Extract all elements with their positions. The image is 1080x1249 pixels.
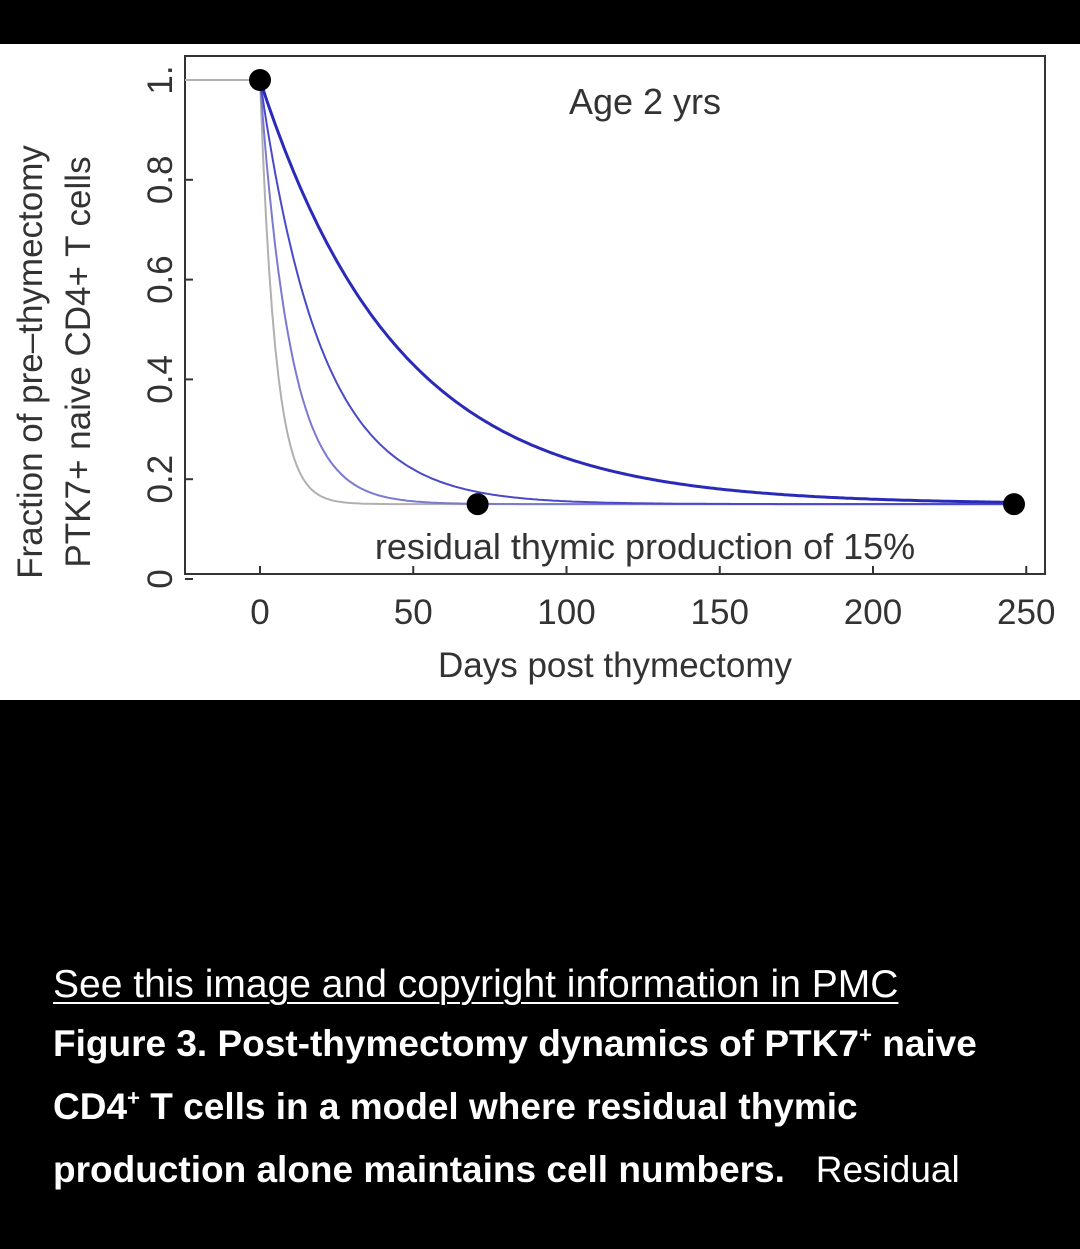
pmc-copyright-link[interactable]: See this image and copyright information…: [53, 963, 899, 1006]
data-point: [249, 69, 271, 91]
y-tick-label: 0.8: [141, 155, 180, 204]
y-tick-label: 0.4: [141, 355, 180, 404]
x-tick-label: 150: [691, 593, 749, 632]
decay-curve-4: [258, 79, 1015, 504]
x-tick-label: 200: [844, 593, 902, 632]
caption-title-part: T cells in a model where residual thymic…: [53, 1086, 858, 1190]
x-tick-label: 0: [250, 593, 269, 632]
y-tick-label: 0.6: [141, 255, 180, 304]
decay-curve-2: [259, 79, 1014, 506]
caption-superscript: +: [858, 1022, 872, 1048]
y-axis-title-line1: Fraction of pre–thymectomy: [11, 145, 50, 579]
y-tick-label: 0: [141, 569, 180, 588]
y-tick-label: 1.: [141, 65, 180, 94]
plot-frame: [184, 55, 1046, 575]
figure-panel: 0 50 100 150 200 250 0 0.2 0.4 0.6 0.8 1. Days post …: [0, 44, 1080, 700]
data-point: [466, 493, 489, 516]
decay-curve-3: [259, 79, 1014, 506]
annotation-text: residual thymic production of 15%: [375, 526, 915, 567]
y-axis-title-line2: PTK7+ naive CD4+ T cells: [59, 156, 98, 567]
caption-superscript: +: [127, 1085, 140, 1111]
caption-normal-text: Residual: [815, 1149, 960, 1190]
x-tick-label: 100: [537, 593, 595, 632]
y-tick-label: 0.2: [141, 455, 180, 504]
figure-caption: See this image and copyright information…: [53, 958, 1043, 1201]
x-axis-title: Days post thymectomy: [438, 646, 792, 685]
x-tick-label: 50: [394, 593, 433, 632]
x-tick-label: 250: [997, 593, 1055, 632]
caption-bold-title: Figure 3. Post-thymectomy dynamics of PT…: [53, 1023, 977, 1190]
caption-title-part: naive CD4: [53, 1023, 977, 1127]
decay-chart: 0 50 100 150 200 250 0 0.2 0.4 0.6 0.8 1. Days post …: [11, 55, 1055, 685]
caption-title-part: Figure 3. Post-thymectomy dynamics of PT…: [53, 1023, 859, 1064]
chart-title: Age 2 yrs: [569, 81, 721, 122]
data-point: [1003, 493, 1025, 516]
caption-text: Figure 3. Post-thymectomy dynamics of PT…: [53, 1012, 1043, 1201]
decay-curve-1: [259, 79, 1014, 506]
